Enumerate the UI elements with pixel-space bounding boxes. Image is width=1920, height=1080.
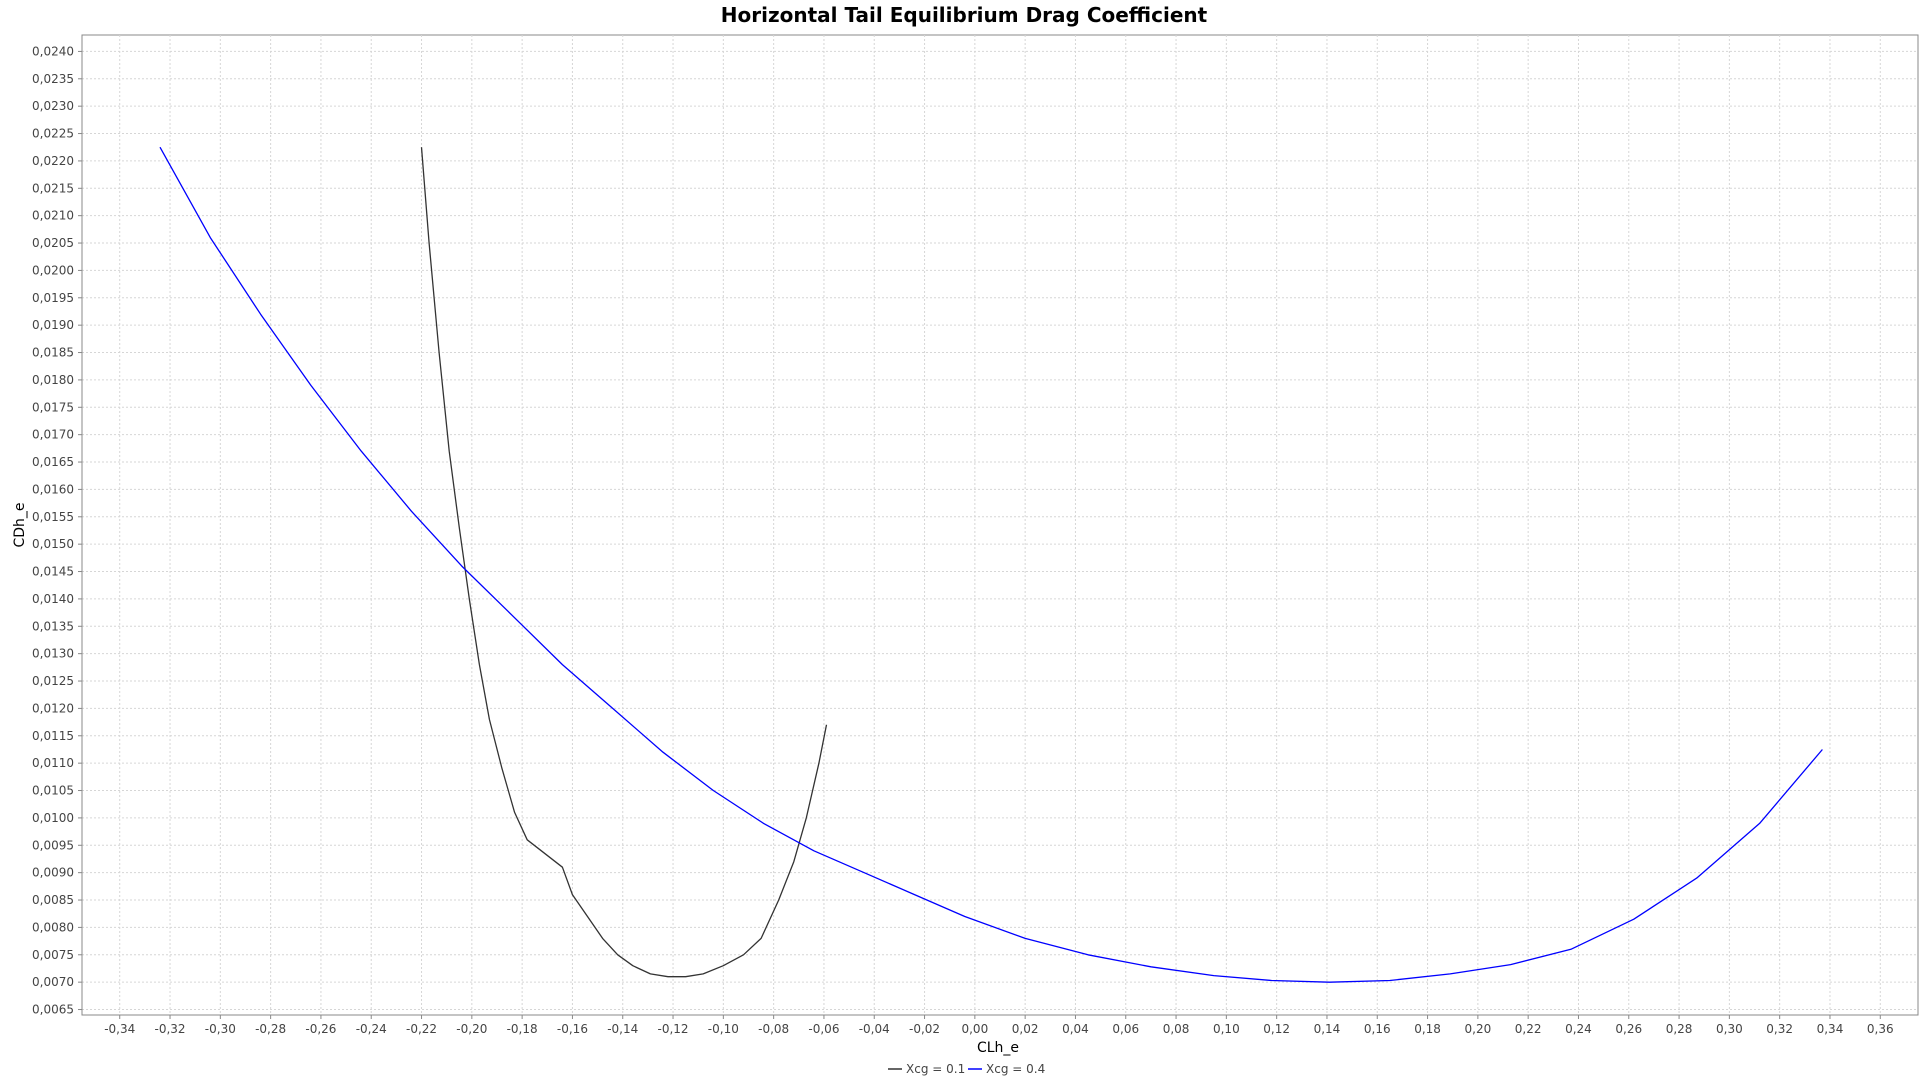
x-axis-ticks: -0,34 -0,32 -0,30 -0,28 -0,26 -0,24 -0,22 -0,20… bbox=[104, 1015, 1894, 1036]
y-tick-label: 0,0220 bbox=[32, 154, 74, 168]
x-tick-label: 0,20 bbox=[1465, 1022, 1492, 1036]
y-tick-label: 0,0190 bbox=[32, 318, 74, 332]
y-tick-label: 0,0145 bbox=[32, 565, 74, 579]
x-tick-label: -0,20 bbox=[456, 1022, 487, 1036]
x-tick-label: 0,14 bbox=[1314, 1022, 1341, 1036]
y-tick-label: 0,0130 bbox=[32, 647, 74, 661]
y-tick-label: 0,0165 bbox=[32, 455, 74, 469]
x-tick-label: 0,02 bbox=[1012, 1022, 1039, 1036]
y-tick-label: 0,0185 bbox=[32, 346, 74, 360]
x-tick-label: -0,24 bbox=[356, 1022, 387, 1036]
x-tick-label: 0,30 bbox=[1716, 1022, 1743, 1036]
x-tick-label: 0,34 bbox=[1817, 1022, 1844, 1036]
plot-area bbox=[81, 34, 1919, 1016]
series-layer bbox=[159, 146, 1823, 983]
x-tick-label: -0,32 bbox=[154, 1022, 185, 1036]
x-tick-label: 0,24 bbox=[1565, 1022, 1592, 1036]
x-tick-label: 0,16 bbox=[1364, 1022, 1391, 1036]
y-tick-label: 0,0235 bbox=[32, 72, 74, 86]
x-tick-label: 0,10 bbox=[1213, 1022, 1240, 1036]
y-tick-label: 0,0195 bbox=[32, 291, 74, 305]
y-tick-label: 0,0155 bbox=[32, 510, 74, 524]
y-axis-label: CDh_e bbox=[12, 502, 28, 547]
x-tick-label: -0,16 bbox=[557, 1022, 588, 1036]
y-tick-label: 0,0065 bbox=[32, 1003, 74, 1017]
x-tick-label: 0,04 bbox=[1062, 1022, 1089, 1036]
y-tick-label: 0,0175 bbox=[32, 400, 74, 414]
x-tick-label: 0,06 bbox=[1112, 1022, 1139, 1036]
x-tick-label: -0,22 bbox=[406, 1022, 437, 1036]
x-tick-label: -0,34 bbox=[104, 1022, 135, 1036]
y-tick-label: 0,0110 bbox=[32, 756, 74, 770]
x-tick-label: -0,12 bbox=[658, 1022, 689, 1036]
y-tick-label: 0,0170 bbox=[32, 428, 74, 442]
y-tick-label: 0,0115 bbox=[32, 729, 74, 743]
y-tick-label: 0,0095 bbox=[32, 838, 74, 852]
x-tick-label: -0,10 bbox=[708, 1022, 739, 1036]
x-tick-label: 0,36 bbox=[1867, 1022, 1894, 1036]
x-axis-label: CLh_e bbox=[977, 1040, 1019, 1056]
y-tick-label: 0,0160 bbox=[32, 482, 74, 496]
x-tick-label: -0,02 bbox=[909, 1022, 940, 1036]
y-tick-label: 0,0180 bbox=[32, 373, 74, 387]
y-tick-label: 0,0070 bbox=[32, 975, 74, 989]
y-tick-label: 0,0100 bbox=[32, 811, 74, 825]
y-tick-label: 0,0230 bbox=[32, 99, 74, 113]
x-tick-label: 0,28 bbox=[1666, 1022, 1693, 1036]
legend-label-1: Xcg = 0.1 bbox=[906, 1062, 965, 1076]
x-tick-label: -0,06 bbox=[808, 1022, 839, 1036]
y-tick-label: 0,0215 bbox=[32, 181, 74, 195]
legend: Xcg = 0.1 Xcg = 0.4 bbox=[888, 1062, 1045, 1076]
y-tick-label: 0,0105 bbox=[32, 784, 74, 798]
y-tick-label: 0,0150 bbox=[32, 537, 74, 551]
legend-label-2: Xcg = 0.4 bbox=[986, 1062, 1045, 1076]
y-tick-label: 0,0225 bbox=[32, 127, 74, 141]
y-tick-label: 0,0200 bbox=[32, 263, 74, 277]
x-tick-label: 0,00 bbox=[961, 1022, 988, 1036]
series-line-1 bbox=[420, 147, 828, 978]
grid bbox=[82, 35, 1918, 1015]
x-tick-label: 0,22 bbox=[1515, 1022, 1542, 1036]
y-tick-label: 0,0075 bbox=[32, 948, 74, 962]
y-tick-label: 0,0080 bbox=[32, 920, 74, 934]
x-tick-label: 0,08 bbox=[1163, 1022, 1190, 1036]
x-tick-label: 0,12 bbox=[1263, 1022, 1290, 1036]
x-tick-label: -0,18 bbox=[507, 1022, 538, 1036]
y-tick-label: 0,0140 bbox=[32, 592, 74, 606]
x-tick-label: -0,08 bbox=[758, 1022, 789, 1036]
x-tick-label: -0,26 bbox=[305, 1022, 336, 1036]
y-axis-ticks: 0,0065 0,0070 0,0075 0,0080 0,0085 0,0090 0,00… bbox=[32, 44, 82, 1017]
x-tick-label: 0,26 bbox=[1615, 1022, 1642, 1036]
x-tick-label: -0,30 bbox=[205, 1022, 236, 1036]
x-tick-label: -0,28 bbox=[255, 1022, 286, 1036]
y-tick-label: 0,0125 bbox=[32, 674, 74, 688]
chart-title: Horizontal Tail Equilibrium Drag Coeffic… bbox=[721, 3, 1208, 27]
y-tick-label: 0,0085 bbox=[32, 893, 74, 907]
y-tick-label: 0,0090 bbox=[32, 866, 74, 880]
x-tick-label: 0,32 bbox=[1766, 1022, 1793, 1036]
series-line-2 bbox=[159, 146, 1823, 983]
y-tick-label: 0,0205 bbox=[32, 236, 74, 250]
y-tick-label: 0,0135 bbox=[32, 619, 74, 633]
y-tick-label: 0,0210 bbox=[32, 209, 74, 223]
x-tick-label: -0,04 bbox=[859, 1022, 890, 1036]
x-tick-label: 0,18 bbox=[1414, 1022, 1441, 1036]
y-tick-label: 0,0240 bbox=[32, 44, 74, 58]
x-tick-label: -0,14 bbox=[607, 1022, 638, 1036]
y-tick-label: 0,0120 bbox=[32, 701, 74, 715]
